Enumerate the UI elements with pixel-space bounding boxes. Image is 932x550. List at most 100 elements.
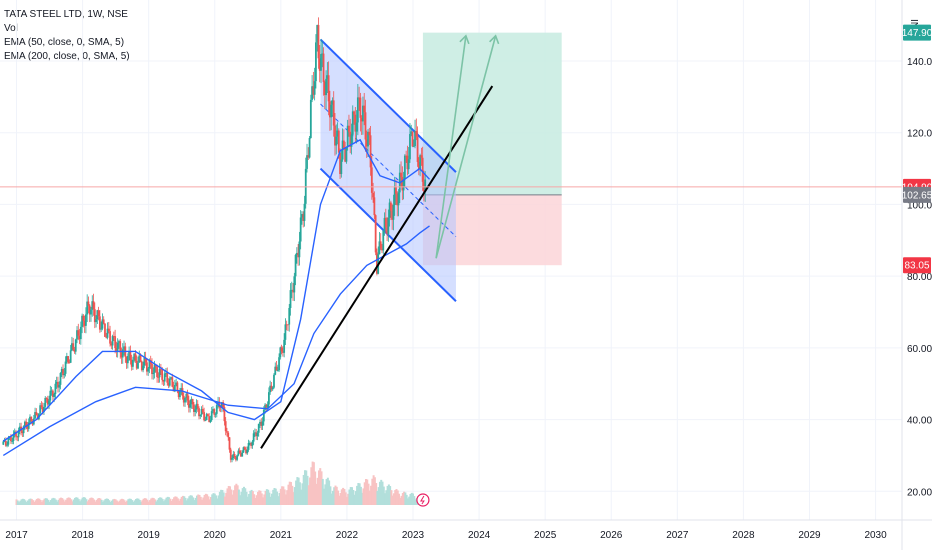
volume-bar (326, 477, 329, 505)
volume-bar (180, 496, 183, 505)
candle-body (346, 125, 349, 148)
volume-bar (131, 500, 134, 505)
candle-body (82, 315, 85, 321)
candle-body (60, 368, 63, 373)
volume-bar (267, 489, 270, 505)
legend-ema200[interactable]: EMA (200, close, 0, SMA, 5) (4, 51, 130, 62)
candle-body (204, 419, 207, 421)
candle-body (269, 385, 272, 393)
candle-body (317, 25, 320, 59)
volume-bar (101, 501, 104, 505)
volume-bar (217, 495, 220, 505)
volume-bar (246, 496, 249, 505)
volume-bar (222, 492, 225, 505)
candle-body (191, 398, 194, 405)
candle-body (90, 309, 92, 315)
volume-bar (87, 499, 90, 505)
candle-body (219, 407, 222, 409)
candle-body (194, 409, 197, 413)
volume-bar (389, 486, 392, 505)
volume-bar (211, 494, 214, 505)
volume-bar (331, 490, 334, 505)
candle-body (295, 252, 298, 255)
volume-bar (241, 488, 244, 505)
legend-symbol[interactable]: TATA STEEL LTD, 1W, NSE (4, 9, 128, 20)
volume-bar (73, 497, 76, 505)
candle-body (208, 416, 211, 423)
candle-body (24, 421, 26, 427)
candle-body (276, 370, 279, 372)
volume-bar (66, 498, 69, 505)
volume-bar (391, 495, 394, 505)
x-tick-label: 2029 (798, 530, 821, 541)
candle-body (11, 441, 14, 442)
volume-bar (122, 499, 125, 505)
price-series (2, 17, 427, 463)
candle-body (116, 342, 119, 352)
volume-bar (133, 500, 136, 505)
drawings[interactable] (0, 34, 902, 449)
candle-body (148, 360, 151, 369)
channel-upper-line (319, 38, 457, 173)
volume-bar (37, 498, 40, 505)
candle-body (185, 393, 188, 398)
volume-bar (269, 496, 272, 505)
candle-body (274, 366, 277, 375)
candle-body (279, 347, 282, 358)
candle-body (260, 421, 263, 426)
candle-body (364, 112, 367, 140)
volume-bar (19, 500, 22, 505)
candle-body (209, 420, 212, 423)
volume-bar (168, 497, 171, 505)
volume-bar (358, 483, 361, 505)
candle-body (153, 364, 156, 373)
volume-bar (38, 498, 41, 505)
volume-bar (95, 499, 98, 505)
volume-bar (414, 499, 417, 505)
candle-body (419, 155, 422, 170)
volume-bar (352, 489, 355, 505)
volume-bar (132, 501, 135, 505)
volume-bar (406, 498, 409, 505)
candle-body (128, 351, 131, 357)
x-tick-label: 2020 (204, 530, 227, 541)
candle-body (340, 159, 343, 175)
volume-bar (142, 498, 145, 505)
volume-bar (225, 492, 228, 505)
volume-bar (208, 499, 211, 505)
candle-body (339, 152, 341, 175)
volume-bar (192, 497, 195, 505)
candle-body (410, 131, 413, 135)
legend-ema50[interactable]: EMA (50, close, 0, SMA, 5) (4, 37, 125, 48)
candle-body (248, 442, 251, 444)
candle-body (252, 433, 255, 442)
volume-bar (110, 500, 113, 505)
volume-bar (194, 497, 197, 505)
volume-bar (306, 475, 309, 505)
candle-body (100, 328, 103, 330)
candle-body (65, 356, 68, 362)
legend-vol[interactable]: Vol (4, 23, 18, 34)
candle-body (138, 355, 141, 363)
candle-body (320, 54, 322, 71)
volume-bar (351, 487, 354, 505)
volume-bar (113, 498, 116, 505)
candle-body (246, 449, 249, 454)
candle-body (147, 368, 150, 372)
volume-bar (368, 490, 371, 505)
candle-body (376, 252, 378, 274)
volume-bar (171, 499, 174, 505)
volume-bar (249, 490, 252, 505)
candle-body (213, 409, 216, 415)
candle-body (372, 192, 375, 198)
candle-body (144, 357, 147, 363)
volume-bar (343, 489, 346, 505)
volume-bar (202, 497, 205, 505)
candle-body (326, 75, 329, 79)
candle-body (259, 421, 261, 424)
candle-body (393, 187, 396, 206)
candle-body (288, 307, 291, 325)
x-tick-label: 2024 (468, 530, 491, 541)
candle-body (417, 162, 420, 170)
